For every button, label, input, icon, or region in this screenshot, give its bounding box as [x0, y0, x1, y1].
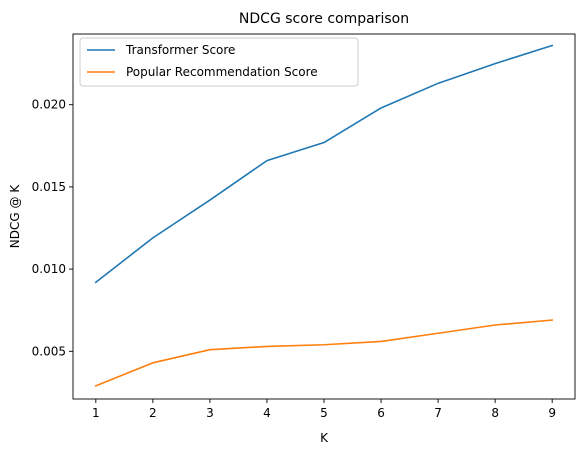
y-tick-label: 0.020: [32, 98, 66, 112]
x-tick-label: 2: [149, 406, 157, 420]
x-tick-label: 1: [92, 406, 100, 420]
legend-label-1: Transformer Score: [125, 43, 235, 57]
chart-title: NDCG score comparison: [239, 11, 409, 27]
x-tick-label: 7: [434, 406, 442, 420]
x-tick-label: 8: [491, 406, 499, 420]
y-tick-label: 0.010: [32, 262, 66, 276]
y-axis-label: NDCG @ K: [8, 184, 22, 249]
x-tick-label: 9: [548, 406, 556, 420]
x-tick-label: 3: [206, 406, 214, 420]
x-tick-label: 5: [320, 406, 328, 420]
series-line-1: [94, 44, 554, 284]
x-axis-label: K: [320, 431, 329, 445]
legend-box: [79, 37, 359, 87]
x-tick-label: 6: [377, 406, 385, 420]
plot-area: 1 2 3 4 5 6 7 8 9 0.005 0.010 0.015 0.020: [32, 33, 576, 420]
x-tick-label: 4: [263, 406, 271, 420]
legend-label-2: Popular Recommendation Score: [126, 65, 318, 79]
legend: Transformer Score Popular Recommendation …: [79, 37, 359, 87]
series-line-2: [94, 319, 554, 387]
y-tick-label: 0.015: [32, 180, 66, 194]
y-tick-label: 0.005: [32, 344, 66, 358]
